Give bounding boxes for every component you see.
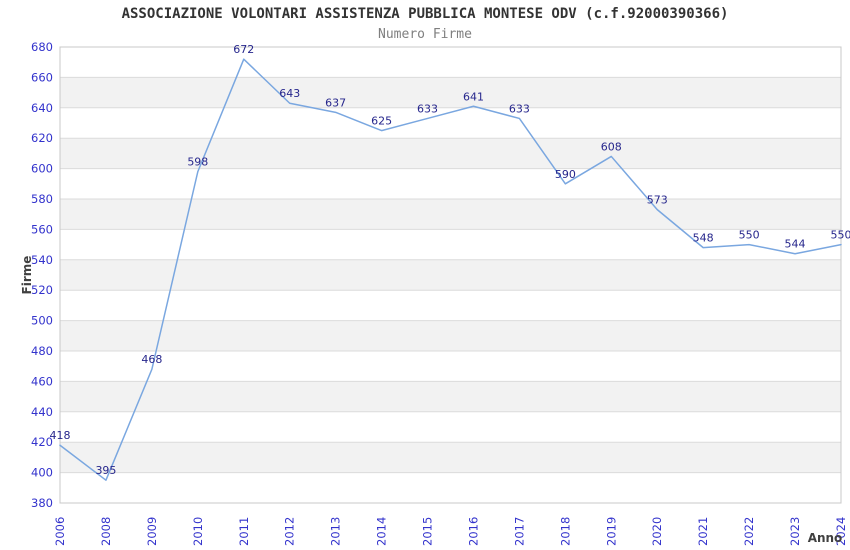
- x-tick-label: 2011: [237, 517, 251, 546]
- y-tick-label: 540: [31, 253, 53, 267]
- point-label: 625: [371, 115, 392, 128]
- grid-band: [60, 320, 841, 351]
- y-tick-label: 480: [31, 344, 53, 358]
- point-label: 672: [233, 43, 254, 56]
- y-axis-title: Firme: [20, 256, 34, 295]
- grid-band: [60, 77, 841, 108]
- x-tick-label: 2020: [650, 517, 664, 546]
- x-tick-label: 2019: [604, 517, 618, 546]
- x-tick-label: 2022: [742, 517, 756, 546]
- x-tick-label: 2009: [145, 517, 159, 546]
- y-tick-label: 420: [31, 435, 53, 449]
- grid-band: [60, 138, 841, 169]
- point-label: 590: [555, 168, 576, 181]
- y-tick-label: 560: [31, 222, 53, 236]
- x-tick-label: 2008: [99, 517, 113, 546]
- y-tick-label: 620: [31, 131, 53, 145]
- x-tick-label: 2017: [512, 517, 526, 546]
- x-tick-label: 2006: [53, 517, 67, 546]
- point-label: 468: [141, 353, 162, 366]
- y-tick-label: 400: [31, 466, 53, 480]
- point-label: 418: [50, 429, 71, 442]
- point-label: 633: [417, 102, 438, 115]
- point-label: 550: [831, 229, 850, 242]
- plot-border: [59, 46, 842, 504]
- point-label: 548: [693, 232, 714, 245]
- y-tick-label: 380: [31, 496, 53, 510]
- x-tick-label: 2018: [558, 517, 572, 546]
- x-tick-label: 2014: [375, 517, 389, 546]
- chart-title: ASSOCIAZIONE VOLONTARI ASSISTENZA PUBBLI…: [121, 6, 729, 22]
- point-label: 633: [509, 102, 530, 115]
- grid-band: [60, 442, 841, 473]
- y-tick-label: 460: [31, 374, 53, 388]
- grid-band: [60, 381, 841, 412]
- x-tick-label: 2023: [788, 517, 802, 546]
- y-tick-label: 680: [31, 40, 53, 54]
- x-axis-title: Anno: [808, 531, 843, 545]
- chart-subtitle: Numero Firme: [378, 27, 472, 42]
- y-tick-label: 520: [31, 283, 53, 297]
- point-label: 544: [785, 238, 806, 251]
- point-label: 637: [325, 96, 346, 109]
- y-tick-label: 500: [31, 314, 53, 328]
- y-tick-label: 440: [31, 405, 53, 419]
- point-label: 550: [739, 229, 760, 242]
- x-tick-label: 2012: [283, 517, 297, 546]
- y-tick-label: 660: [31, 70, 53, 84]
- point-label: 608: [601, 140, 622, 153]
- x-tick-label: 2015: [421, 517, 435, 546]
- series-line: [59, 58, 842, 481]
- point-label: 395: [95, 464, 116, 477]
- x-tick-label: 2016: [466, 517, 480, 546]
- grid-band: [60, 259, 841, 291]
- x-tick-label: 2024: [834, 517, 848, 546]
- point-label: 643: [279, 87, 300, 100]
- x-tick-label: 2021: [696, 517, 710, 546]
- x-tick-label: 2010: [191, 517, 205, 546]
- point-label: 573: [647, 194, 668, 207]
- point-label: 598: [187, 156, 208, 169]
- y-tick-label: 580: [31, 192, 53, 206]
- y-tick-label: 600: [31, 162, 53, 176]
- grid-band: [60, 199, 841, 230]
- y-tick-label: 640: [31, 101, 53, 115]
- point-label: 641: [463, 90, 484, 103]
- x-tick-label: 2013: [329, 517, 343, 546]
